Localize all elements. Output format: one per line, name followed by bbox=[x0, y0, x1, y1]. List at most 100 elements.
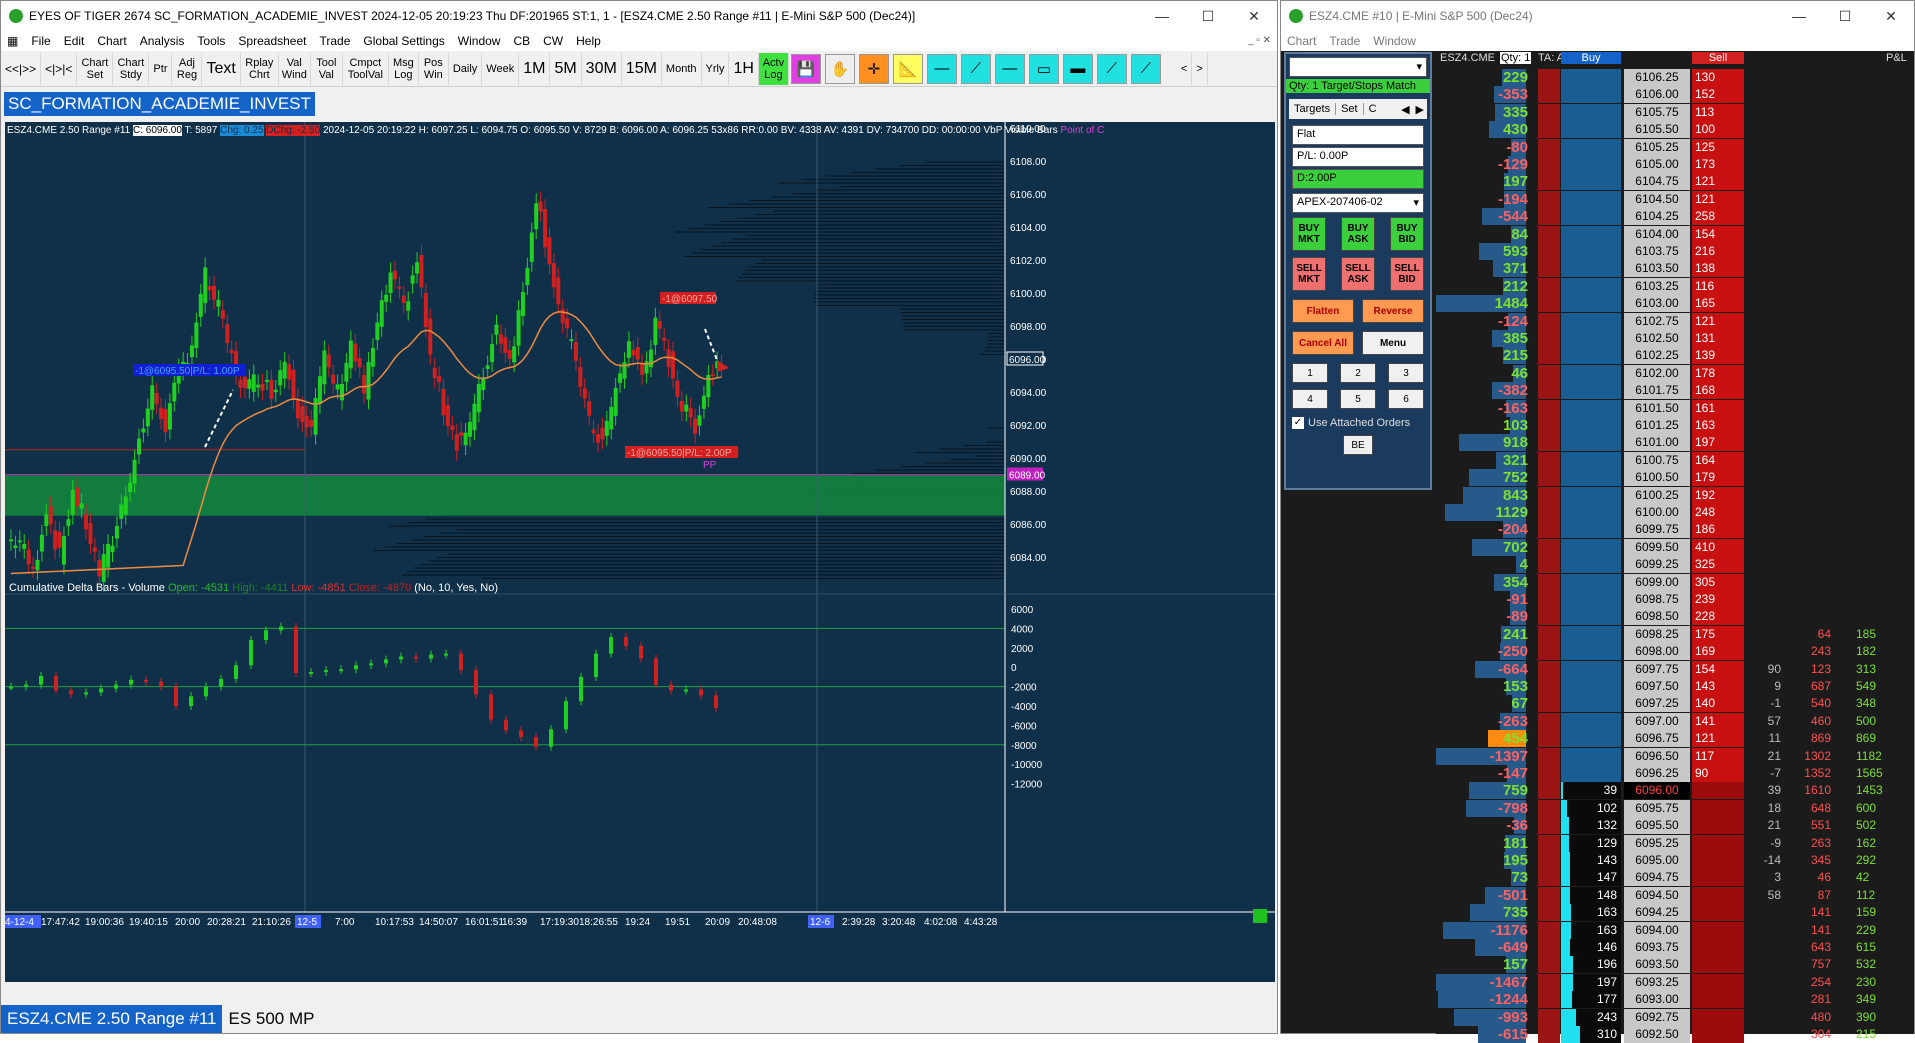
menu-trade[interactable]: Trade bbox=[319, 34, 351, 48]
flatten-button[interactable]: Flatten bbox=[1292, 299, 1354, 323]
price-cell[interactable]: 6093.25 bbox=[1624, 973, 1690, 991]
buy-column[interactable] bbox=[1561, 208, 1621, 226]
tb-daily[interactable]: Daily bbox=[449, 52, 483, 85]
dom-row[interactable]: 181 129 6095.25 -9 263 162 bbox=[1436, 834, 1914, 852]
tb-pointer[interactable]: Ptr bbox=[149, 52, 173, 85]
price-cell[interactable]: 6103.50 bbox=[1624, 260, 1690, 278]
price-cell[interactable]: 6099.25 bbox=[1624, 556, 1690, 574]
price-cell[interactable]: 6096.25 bbox=[1624, 765, 1690, 782]
buy-column[interactable] bbox=[1561, 608, 1621, 626]
price-cell[interactable]: 6098.00 bbox=[1624, 643, 1690, 661]
dom-row[interactable]: 843 6100.25 192 bbox=[1436, 486, 1914, 504]
buy-column[interactable] bbox=[1561, 695, 1621, 713]
price-cell[interactable]: 6099.00 bbox=[1624, 573, 1690, 591]
buy-ask-button[interactable]: BUY ASK bbox=[1341, 217, 1375, 251]
price-cell[interactable]: 6100.00 bbox=[1624, 504, 1690, 521]
price-cell[interactable]: 6102.25 bbox=[1624, 347, 1690, 365]
tb-val-wind[interactable]: Val Wind bbox=[279, 52, 311, 85]
dom-row[interactable]: 67 6097.25 140 -1 540 348 bbox=[1436, 695, 1914, 713]
dom-row[interactable]: 735 163 6094.25 141 159 bbox=[1436, 904, 1914, 922]
price-cell[interactable]: 6105.25 bbox=[1624, 138, 1690, 156]
buy-column[interactable]: 163 bbox=[1561, 921, 1621, 939]
attached-orders-checkbox[interactable]: ✓ bbox=[1292, 417, 1304, 429]
buy-column[interactable]: 197 bbox=[1561, 973, 1621, 991]
hrect-icon[interactable]: ▬ bbox=[1062, 53, 1093, 84]
buy-column[interactable] bbox=[1561, 399, 1621, 417]
rectangle-icon[interactable]: ▭ bbox=[1028, 53, 1059, 84]
buy-column[interactable] bbox=[1561, 573, 1621, 591]
price-cell[interactable]: 6095.25 bbox=[1624, 834, 1690, 852]
dom-row[interactable]: -544 6104.25 258 bbox=[1436, 208, 1914, 226]
price-cell[interactable]: 6102.75 bbox=[1624, 312, 1690, 330]
minimize-button[interactable]: — bbox=[1155, 8, 1169, 24]
price-cell[interactable]: 6104.75 bbox=[1624, 173, 1690, 191]
ruler-icon[interactable]: 📐 bbox=[892, 53, 923, 84]
tb-compact-toolval[interactable]: Cmpct ToolVal bbox=[343, 52, 389, 85]
dom-row[interactable]: -1397 6096.50 117 21 1302 1182 bbox=[1436, 747, 1914, 765]
price-cell[interactable]: 6103.00 bbox=[1624, 295, 1690, 313]
tab-es-500-mp[interactable]: ES 500 MP bbox=[228, 1009, 315, 1028]
tb-scroll-1[interactable]: <<|>> bbox=[1, 52, 42, 85]
dom-row[interactable]: -615 310 6092.50 304 215 bbox=[1436, 1026, 1914, 1043]
dom-row[interactable]: 215 6102.25 139 bbox=[1436, 347, 1914, 365]
buy-column[interactable]: 102 bbox=[1561, 799, 1621, 817]
dom-row[interactable]: -353 6106.00 152 bbox=[1436, 86, 1914, 104]
tab-set[interactable]: Set bbox=[1336, 103, 1364, 115]
buy-column[interactable] bbox=[1561, 86, 1621, 104]
buy-column[interactable] bbox=[1561, 434, 1621, 452]
buy-column[interactable] bbox=[1561, 747, 1621, 765]
buy-column[interactable]: 143 bbox=[1561, 852, 1621, 869]
trade-symbol-select[interactable]: ▾ bbox=[1289, 57, 1427, 77]
menu-cw[interactable]: CW bbox=[543, 34, 564, 48]
price-cell[interactable]: 6094.00 bbox=[1624, 921, 1690, 939]
reverse-button[interactable]: Reverse bbox=[1362, 299, 1424, 323]
menu-file[interactable]: File bbox=[31, 34, 51, 48]
price-cell[interactable]: 6099.50 bbox=[1624, 538, 1690, 556]
tb-pos-win[interactable]: Pos Win bbox=[419, 52, 449, 85]
price-cell[interactable]: 6101.50 bbox=[1624, 399, 1690, 417]
close-button[interactable]: ✕ bbox=[1248, 7, 1260, 24]
cancel-all-button[interactable]: Cancel All bbox=[1292, 331, 1354, 355]
buy-column[interactable] bbox=[1561, 660, 1621, 678]
tb-30m[interactable]: 30M bbox=[582, 52, 622, 85]
dom-row[interactable]: 195 143 6095.00 -14 345 292 bbox=[1436, 852, 1914, 869]
buy-column[interactable] bbox=[1561, 156, 1621, 173]
price-cell[interactable]: 6092.50 bbox=[1624, 1026, 1690, 1043]
price-cell[interactable]: 6102.00 bbox=[1624, 364, 1690, 382]
ray-icon[interactable]: — bbox=[926, 53, 957, 84]
buy-column[interactable] bbox=[1561, 486, 1621, 504]
dom-row[interactable]: -664 6097.75 154 90 123 313 bbox=[1436, 660, 1914, 678]
price-cell[interactable]: 6093.75 bbox=[1624, 939, 1690, 956]
dom-row[interactable]: 73 147 6094.75 3 46 42 bbox=[1436, 869, 1914, 887]
price-cell[interactable]: 6098.25 bbox=[1624, 625, 1690, 643]
dom-row[interactable]: 354 6099.00 305 bbox=[1436, 573, 1914, 591]
price-cell[interactable]: 6104.50 bbox=[1624, 190, 1690, 208]
buy-column[interactable]: 132 bbox=[1561, 817, 1621, 835]
dom-row[interactable]: -250 6098.00 169 243 182 bbox=[1436, 643, 1914, 661]
price-cell[interactable]: 6100.25 bbox=[1624, 486, 1690, 504]
price-cell[interactable]: 6104.25 bbox=[1624, 208, 1690, 226]
price-chart[interactable]: 6110.00 6108.00 6106.00 6104.00 6102.00 6100.… bbox=[3, 122, 1275, 982]
price-cell[interactable]: 6099.75 bbox=[1624, 521, 1690, 539]
buy-mkt-button[interactable]: BUY MKT bbox=[1292, 217, 1326, 251]
dom-menu-chart[interactable]: Chart bbox=[1287, 34, 1317, 48]
dom-row[interactable]: 229 6106.25 130 bbox=[1436, 69, 1914, 86]
tb-tool-val[interactable]: Tool Val bbox=[311, 52, 343, 85]
qty-6-button[interactable]: 6 bbox=[1388, 389, 1424, 409]
price-cell[interactable]: 6103.75 bbox=[1624, 243, 1690, 260]
sell-mkt-button[interactable]: SELL MKT bbox=[1292, 257, 1326, 291]
buy-column[interactable]: 163 bbox=[1561, 904, 1621, 922]
price-cell[interactable]: 6092.75 bbox=[1624, 1008, 1690, 1026]
buy-column[interactable] bbox=[1561, 538, 1621, 556]
dom-row[interactable]: -1176 163 6094.00 141 229 bbox=[1436, 921, 1914, 939]
price-cell[interactable]: 6097.00 bbox=[1624, 712, 1690, 730]
buy-column[interactable] bbox=[1561, 364, 1621, 382]
dom-row[interactable]: -204 6099.75 186 bbox=[1436, 521, 1914, 539]
dom-row[interactable]: -36 132 6095.50 21 551 502 bbox=[1436, 817, 1914, 835]
dom-row[interactable]: -1467 197 6093.25 254 230 bbox=[1436, 973, 1914, 991]
dom-row[interactable]: -263 6097.00 141 57 460 500 bbox=[1436, 712, 1914, 730]
menu-cb[interactable]: CB bbox=[513, 34, 531, 48]
dom-row[interactable]: 752 6100.50 179 bbox=[1436, 469, 1914, 487]
dom-row[interactable]: 103 6101.25 163 bbox=[1436, 417, 1914, 434]
buy-column[interactable] bbox=[1561, 556, 1621, 574]
